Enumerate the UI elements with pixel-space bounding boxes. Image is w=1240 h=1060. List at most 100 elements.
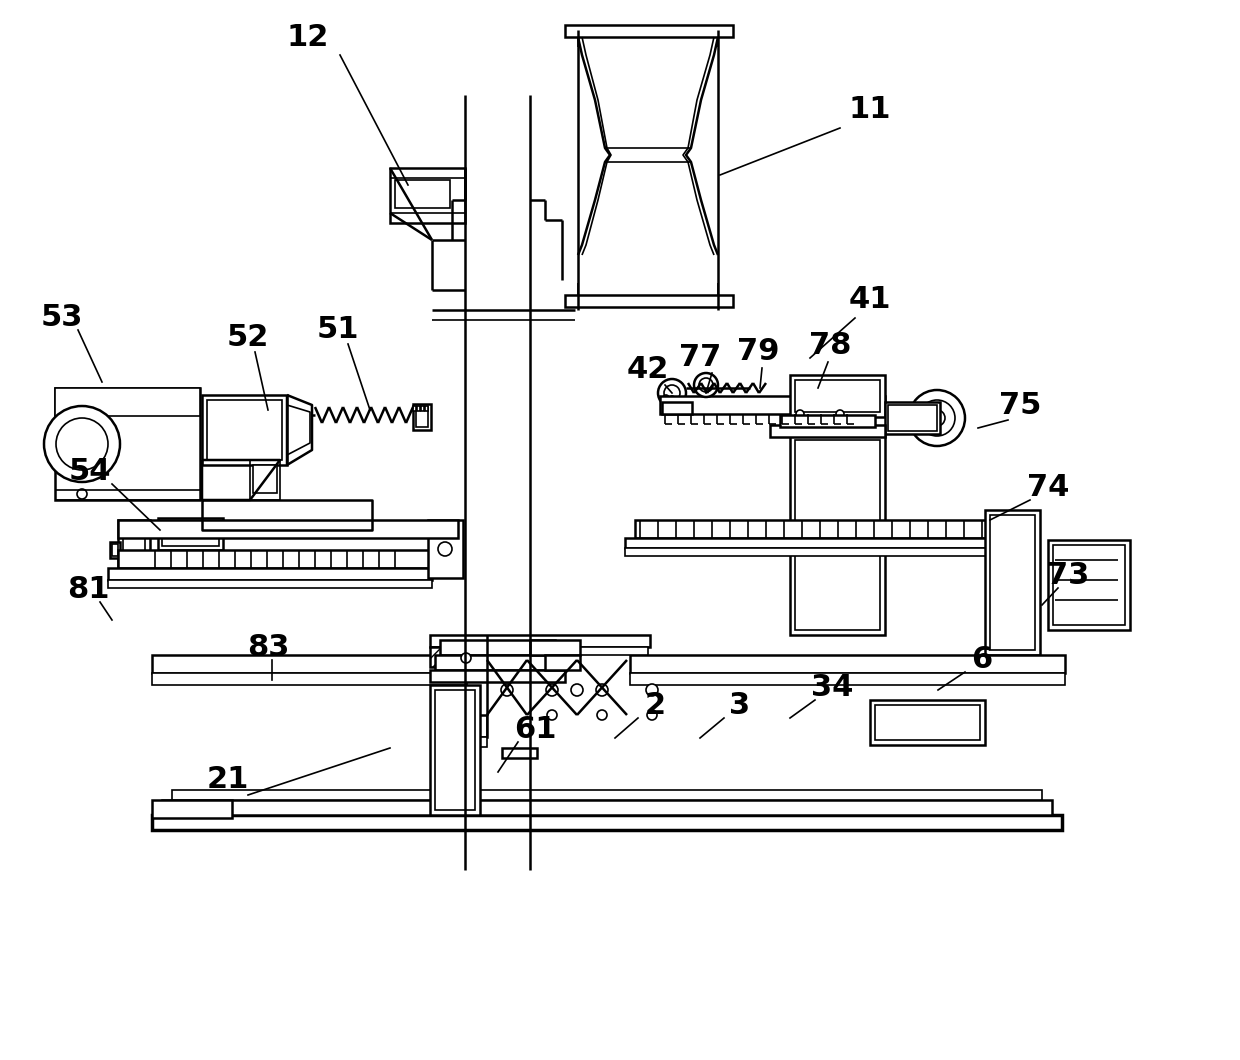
Bar — [118, 520, 150, 570]
Bar — [660, 396, 885, 414]
Bar — [1053, 545, 1125, 625]
Circle shape — [570, 684, 583, 696]
Bar — [435, 690, 475, 810]
Bar — [413, 406, 415, 411]
Circle shape — [647, 710, 657, 720]
Bar — [118, 550, 432, 568]
Circle shape — [929, 410, 945, 426]
Circle shape — [694, 373, 718, 398]
Bar — [630, 655, 1065, 673]
Bar — [430, 647, 480, 667]
Bar — [417, 406, 420, 411]
Text: 73: 73 — [1047, 561, 1089, 589]
Bar — [875, 705, 980, 740]
Bar — [432, 647, 649, 655]
Bar — [795, 440, 880, 630]
Text: 53: 53 — [41, 303, 83, 333]
Circle shape — [438, 542, 453, 556]
Bar — [110, 542, 120, 558]
Bar — [990, 515, 1035, 650]
Bar — [770, 425, 885, 437]
Bar — [630, 673, 1065, 685]
Bar — [422, 406, 424, 411]
Bar — [985, 510, 1040, 655]
Bar — [435, 655, 560, 670]
Circle shape — [663, 385, 680, 401]
Text: 41: 41 — [848, 285, 892, 315]
Bar — [790, 435, 885, 635]
Circle shape — [670, 396, 675, 402]
Text: 42: 42 — [626, 355, 670, 385]
Circle shape — [646, 684, 658, 696]
Bar — [432, 737, 487, 747]
Bar — [428, 520, 463, 578]
Bar — [108, 568, 432, 580]
Text: 83: 83 — [247, 634, 289, 662]
Text: 74: 74 — [1027, 474, 1069, 502]
Circle shape — [77, 489, 87, 499]
Bar — [413, 404, 432, 430]
Circle shape — [547, 710, 557, 720]
Bar — [529, 640, 580, 655]
Bar — [546, 655, 580, 670]
Text: 12: 12 — [286, 23, 329, 53]
Text: 54: 54 — [68, 458, 112, 487]
Circle shape — [658, 379, 686, 407]
Text: 78: 78 — [808, 332, 851, 360]
Bar — [870, 700, 985, 745]
Circle shape — [796, 410, 804, 418]
Text: 52: 52 — [227, 323, 269, 353]
Text: 21: 21 — [207, 765, 249, 795]
Bar — [565, 295, 733, 307]
Text: 61: 61 — [513, 716, 557, 744]
Bar — [430, 670, 565, 682]
Text: 34: 34 — [811, 673, 853, 703]
Bar — [625, 548, 1035, 556]
Text: 51: 51 — [316, 316, 360, 344]
Text: 2: 2 — [645, 691, 666, 721]
Bar — [1048, 540, 1130, 630]
Bar — [790, 375, 885, 417]
Circle shape — [909, 390, 965, 446]
Bar — [253, 465, 277, 493]
Bar — [207, 400, 281, 460]
Circle shape — [461, 653, 471, 662]
Bar — [153, 655, 467, 673]
Bar — [391, 167, 465, 223]
Circle shape — [546, 684, 558, 696]
Bar — [662, 402, 692, 414]
Text: 6: 6 — [971, 646, 993, 674]
Bar — [885, 402, 940, 434]
Circle shape — [56, 418, 108, 470]
Bar — [795, 379, 880, 412]
Bar — [162, 800, 1052, 815]
Bar — [440, 640, 556, 655]
Bar — [430, 635, 650, 647]
Bar — [162, 522, 219, 546]
Bar — [55, 388, 200, 500]
Circle shape — [596, 684, 608, 696]
Circle shape — [699, 378, 713, 392]
Bar — [172, 790, 1042, 800]
Bar — [202, 395, 286, 465]
Bar — [112, 544, 118, 556]
Bar — [888, 405, 937, 431]
Bar — [123, 525, 145, 565]
Bar — [780, 416, 875, 427]
Bar — [432, 716, 487, 737]
Bar — [118, 520, 458, 538]
Text: 81: 81 — [67, 576, 109, 604]
Bar — [396, 180, 450, 208]
Circle shape — [43, 406, 120, 482]
Circle shape — [836, 410, 844, 418]
Text: 3: 3 — [729, 691, 750, 721]
Bar — [635, 520, 1035, 538]
Circle shape — [663, 395, 670, 401]
Circle shape — [501, 684, 513, 696]
Text: 11: 11 — [848, 95, 892, 124]
Bar — [153, 800, 232, 818]
Bar — [55, 388, 200, 416]
Text: 79: 79 — [737, 337, 779, 367]
Bar — [108, 580, 432, 588]
Bar — [153, 673, 467, 685]
